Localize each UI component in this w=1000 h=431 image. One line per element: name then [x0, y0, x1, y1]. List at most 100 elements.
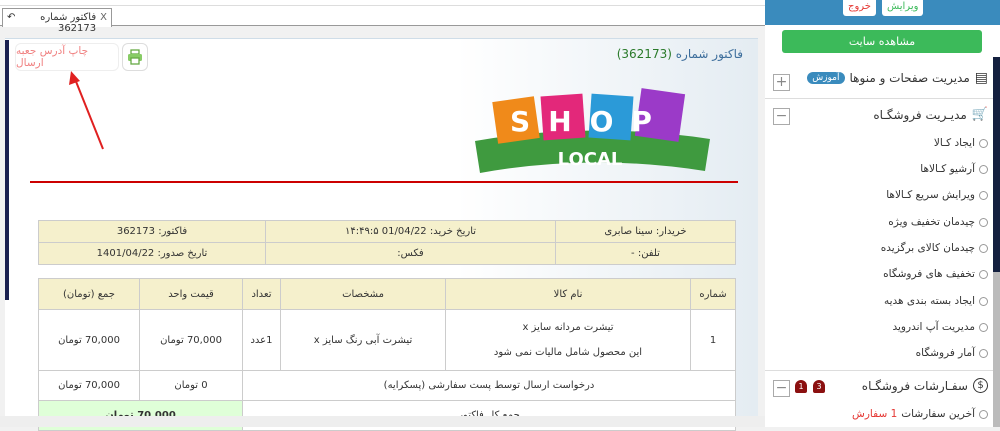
radio-icon	[979, 138, 988, 148]
sidebar-item[interactable]: ایجاد بسته بندی هدیه	[884, 295, 988, 307]
sidebar: ویرایش خروج مشاهده سایت ▤ مدیریت صفحات و…	[765, 0, 1000, 427]
collapse-button[interactable]: −	[773, 108, 790, 125]
svg-text:SHOP: SHOP	[510, 105, 670, 138]
fax: فکس:	[265, 242, 556, 265]
cart-icon: 🛒	[971, 107, 988, 122]
bell-icon[interactable]: 3	[813, 380, 825, 393]
divider	[765, 98, 993, 99]
row-num: 1	[690, 309, 736, 371]
item-label: چیدمان تخفیف ویژه	[888, 216, 975, 228]
collapse-button[interactable]: −	[773, 380, 790, 397]
phone: تلفن: -	[555, 242, 736, 265]
left-accent-bar	[5, 40, 9, 300]
item-label: مدیریت آپ اندروید	[892, 321, 976, 333]
printer-icon	[128, 49, 142, 65]
shipping-row: درخواست ارسال توسط پست سفارشی (پسکرایه) …	[38, 370, 736, 401]
sidebar-item-latest-orders[interactable]: آخرین سفارشات 1 سفارش	[852, 408, 988, 420]
sidebar-item[interactable]: تخفیف های فروشگاه	[883, 268, 988, 280]
header-total: جمع (تومان)	[38, 278, 140, 310]
header-name: نام کالا	[445, 278, 691, 310]
tutorial-badge[interactable]: آموزش	[807, 72, 845, 84]
row-qty: 1عدد	[242, 309, 281, 371]
sidebar-item[interactable]: چیدمان تخفیف ویژه	[888, 216, 988, 228]
tab-invoice[interactable]: ↶ فاکتور شماره 362173 X	[2, 8, 112, 34]
item-label: آرشیو کـالاها	[920, 163, 975, 175]
radio-icon	[979, 409, 988, 419]
table-row: 1 تیشرت مردانه سایز x این محصول شامل مالی…	[38, 309, 736, 371]
buyer: خریدار: سینا صابری	[555, 220, 736, 243]
sidebar-section-pages[interactable]: ▤ مدیریت صفحات و منوها آموزش	[807, 70, 988, 86]
purchase-date: تاریخ خرید: 01/04/22 ۱۴:۴۹:۵	[265, 220, 556, 243]
shipping-unit: 0 تومان	[139, 370, 243, 401]
sidebar-section-orders[interactable]: $ سفـارشات فروشگـاه	[862, 378, 988, 393]
header-qty: تعداد	[242, 278, 281, 310]
sidebar-item[interactable]: آمار فروشگاه	[916, 347, 988, 359]
sidebar-item[interactable]: ویرایش سریع کـالاها	[886, 189, 988, 201]
notification-bells: 1 3	[795, 380, 825, 393]
sidebar-item[interactable]: مدیریت آپ اندروید	[892, 321, 988, 333]
item-label: ایجاد بسته بندی هدیه	[883, 295, 975, 307]
print-button[interactable]	[122, 43, 148, 71]
invoice-number: فاکتور: 362173	[38, 220, 266, 243]
horizontal-scrollbar[interactable]	[0, 416, 765, 427]
row-spec: تیشرت آبی رنگ سایز x	[280, 309, 446, 371]
tab-bar	[0, 6, 765, 26]
header-num: شماره	[690, 278, 736, 310]
sidebar-item[interactable]: آرشیو کـالاها	[920, 163, 988, 175]
close-icon[interactable]: X	[100, 12, 107, 23]
item-label: چیدمان کالای برگزیده	[880, 242, 975, 254]
print-address-button[interactable]: چاپ آدرس جعبه ارسال	[15, 43, 119, 71]
scrollbar-thumb[interactable]	[993, 57, 1000, 272]
edit-button[interactable]: ویرایش	[882, 0, 924, 16]
bell-icon[interactable]: 1	[795, 380, 807, 393]
product-note: این محصول شامل مالیات نمی شود	[493, 347, 643, 358]
list-icon: ▤	[974, 70, 988, 86]
radio-icon	[979, 322, 988, 332]
logout-button[interactable]: خروج	[843, 0, 876, 16]
svg-text:LOCAL: LOCAL	[558, 149, 623, 170]
header-unit: قیمت واحد	[139, 278, 243, 310]
row-name: تیشرت مردانه سایز x این محصول شامل مالیات…	[445, 309, 691, 371]
radio-icon	[979, 243, 988, 253]
radio-icon	[979, 190, 988, 200]
radio-icon	[979, 348, 988, 358]
shipping-label: درخواست ارسال توسط پست سفارشی (پسکرایه)	[242, 370, 736, 401]
item-label: ویرایش سریع کـالاها	[886, 189, 975, 201]
page-title: فاکتور شماره (362173)	[616, 47, 743, 61]
refresh-icon[interactable]: ↶	[7, 12, 16, 23]
row-total: 70,000 تومان	[38, 309, 140, 371]
shop-local-logo: LOCAL SHOP	[475, 88, 710, 173]
radio-icon	[979, 217, 988, 227]
sidebar-top-bar: ویرایش خروج	[765, 0, 1000, 25]
view-site-button[interactable]: مشاهده سایت	[782, 30, 982, 53]
divider	[765, 370, 993, 371]
shipping-total: 70,000 تومان	[38, 370, 140, 401]
invoice-panel: فاکتور شماره (362173) چاپ آدرس جعبه ارسا…	[5, 38, 758, 431]
item-label: تخفیف های فروشگاه	[883, 268, 975, 280]
radio-icon	[979, 164, 988, 174]
dollar-icon: $	[973, 378, 988, 393]
items-table: شماره نام کالا مشخصات تعداد قیمت واحد جم…	[38, 278, 736, 431]
sidebar-section-store[interactable]: 🛒 مدیـریت فروشگـاه	[873, 107, 988, 122]
header-spec: مشخصات	[280, 278, 446, 310]
top-strip	[0, 0, 765, 6]
item-label: آمار فروشگاه	[915, 347, 975, 359]
section-label: مدیریت صفحات و منوها	[849, 71, 970, 85]
orders-count: 1 سفارش	[852, 408, 898, 420]
tab-label: فاکتور شماره 362173	[40, 12, 97, 34]
expand-button[interactable]: +	[773, 74, 790, 91]
radio-icon	[979, 269, 988, 279]
section-label: مدیـریت فروشگـاه	[873, 107, 967, 122]
table-header: شماره نام کالا مشخصات تعداد قیمت واحد جم…	[38, 278, 736, 310]
invoice-info-table: خریدار: سینا صابری تاریخ خرید: 01/04/22 ۱…	[38, 220, 736, 265]
radio-icon	[979, 296, 988, 306]
item-label: آخرین سفارشات	[901, 408, 975, 420]
product-name: تیشرت مردانه سایز x	[522, 322, 614, 333]
sidebar-item[interactable]: چیدمان کالای برگزیده	[881, 242, 988, 254]
issue-date: تاریخ صدور: 1401/04/22	[38, 242, 266, 265]
item-label: ایجاد کـالا	[933, 137, 975, 149]
annotation-arrow	[69, 71, 104, 150]
row-unit: 70,000 تومان	[139, 309, 243, 371]
sidebar-item[interactable]: ایجاد کـالا	[934, 137, 988, 149]
divider-line	[30, 181, 738, 183]
